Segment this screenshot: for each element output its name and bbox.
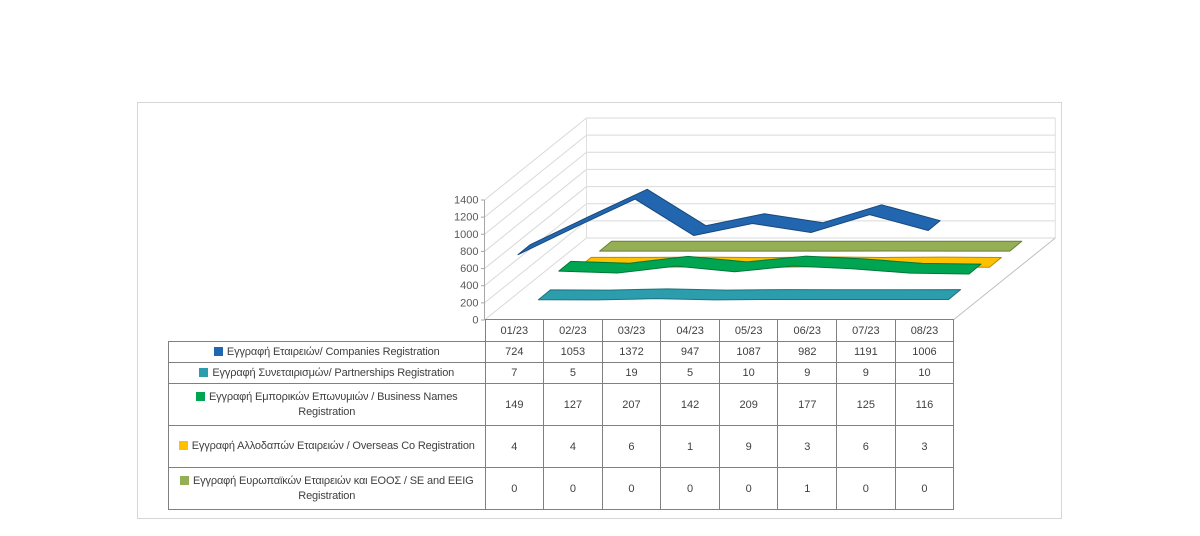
value-cell: 1191 — [836, 341, 896, 363]
category-header: 06/23 — [777, 319, 838, 342]
value-cell: 0 — [660, 467, 720, 510]
series-ribbon-2 — [537, 288, 962, 301]
category-header: 01/23 — [484, 319, 545, 342]
value-cell: 1053 — [543, 341, 603, 363]
value-cell: 1372 — [601, 341, 662, 363]
value-cell: 177 — [777, 383, 838, 426]
value-cell: 9 — [836, 362, 896, 384]
table-row: Εγγραφή Εμπορικών Επωνυμιών / Business N… — [168, 383, 955, 426]
value-cell: 947 — [660, 341, 720, 363]
series-label-cell: Εγγραφή Αλλοδαπών Εταιρειών / Overseas C… — [168, 425, 486, 468]
value-cell: 0 — [894, 467, 955, 510]
value-cell: 127 — [543, 383, 603, 426]
series-ribbon-3 — [558, 255, 982, 275]
series-ribbon-1 — [517, 188, 941, 256]
y-axis-tick-label: 0 — [472, 315, 478, 327]
table-row: Εγγραφή Ευρωπαϊκών Εταιρειών και ΕΟΟΣ / … — [168, 467, 955, 510]
series-label-cell: Εγγραφή Εμπορικών Επωνυμιών / Business N… — [168, 383, 486, 426]
legend-chip-icon — [213, 346, 223, 356]
value-cell: 6 — [836, 425, 896, 468]
table-row: Εγγραφή Εταιρειών/ Companies Registratio… — [168, 341, 955, 363]
y-axis-tick-label: 1400 — [454, 195, 478, 207]
value-cell: 4 — [484, 425, 545, 468]
value-cell: 0 — [543, 467, 603, 510]
legend-chip-icon — [195, 391, 205, 401]
series-label: Εγγραφή Αλλοδαπών Εταιρειών / Overseas C… — [191, 440, 475, 453]
y-axis-tick-label: 800 — [460, 246, 478, 258]
chart-data-table: 01/23 02/23 03/23 04/23 05/23 06/23 07/23 08/23… — [168, 319, 955, 510]
value-cell: 724 — [484, 341, 545, 363]
series-label-cell: Εγγραφή Ευρωπαϊκών Εταιρειών και ΕΟΟΣ / … — [168, 467, 486, 510]
3d-line-chart: 0 200 400 600 800 1000 1200 1400 — [454, 117, 1056, 327]
value-cell: 9 — [777, 362, 838, 384]
category-header: 04/23 — [660, 319, 720, 342]
value-cell: 3 — [777, 425, 838, 468]
category-header: 02/23 — [543, 319, 603, 342]
table-row: Εγγραφή Αλλοδαπών Εταιρειών / Overseas C… — [168, 425, 955, 468]
value-cell: 4 — [543, 425, 603, 468]
table-row: Εγγραφή Συνεταιρισμών/ Partnerships Regi… — [168, 362, 955, 384]
value-cell: 10 — [894, 362, 955, 384]
category-header: 07/23 — [836, 319, 896, 342]
series-ribbon-5 — [599, 240, 1023, 252]
legend-chip-icon — [179, 475, 189, 485]
value-cell: 9 — [718, 425, 779, 468]
value-cell: 116 — [894, 383, 955, 426]
series-label: Εγγραφή Συνεταιρισμών/ Partnerships Regi… — [212, 366, 455, 379]
y-axis-tick-label: 400 — [460, 280, 478, 292]
value-cell: 5 — [543, 362, 603, 384]
series-label: Εγγραφή Εταιρειών/ Companies Registratio… — [226, 345, 440, 358]
value-cell: 1 — [777, 467, 838, 510]
value-cell: 207 — [601, 383, 662, 426]
value-cell: 5 — [660, 362, 720, 384]
series-label: Εγγραφή Ευρωπαϊκών Εταιρειών και ΕΟΟΣ / … — [192, 474, 474, 502]
report-panel: 0 200 400 600 800 1000 1200 1400 01/23 02/23 03/2… — [137, 102, 1062, 519]
y-axis-tick-label: 1000 — [454, 229, 478, 241]
value-cell: 1 — [660, 425, 720, 468]
category-header: 03/23 — [601, 319, 662, 342]
category-header: 05/23 — [718, 319, 779, 342]
series-label-cell: Εγγραφή Συνεταιρισμών/ Partnerships Regi… — [168, 362, 486, 384]
value-cell: 7 — [484, 362, 545, 384]
y-axis-tick-label: 1200 — [454, 212, 478, 224]
value-cell: 6 — [601, 425, 662, 468]
series-label: Εγγραφή Εμπορικών Επωνυμιών / Business N… — [208, 390, 458, 418]
legend-chip-icon — [178, 441, 188, 451]
value-cell: 0 — [484, 467, 545, 510]
legend-chip-icon — [199, 367, 209, 377]
value-cell: 982 — [777, 341, 838, 363]
value-cell: 209 — [718, 383, 779, 426]
value-cell: 19 — [601, 362, 662, 384]
y-axis-tick-label: 200 — [460, 297, 478, 309]
y-axis-tick-label: 600 — [460, 263, 478, 275]
value-cell: 0 — [836, 467, 896, 510]
value-cell: 149 — [484, 383, 545, 426]
y-axis: 0 200 400 600 800 1000 1200 1400 — [454, 195, 485, 327]
value-cell: 125 — [836, 383, 896, 426]
category-header: 08/23 — [894, 319, 955, 342]
table-corner-spacer — [169, 320, 486, 342]
value-cell: 3 — [894, 425, 955, 468]
value-cell: 142 — [660, 383, 720, 426]
value-cell: 1087 — [718, 341, 779, 363]
value-cell: 1006 — [894, 341, 955, 363]
value-cell: 0 — [601, 467, 662, 510]
value-cell: 10 — [718, 362, 779, 384]
value-cell: 0 — [718, 467, 779, 510]
series-label-cell: Εγγραφή Εταιρειών/ Companies Registratio… — [168, 341, 486, 363]
